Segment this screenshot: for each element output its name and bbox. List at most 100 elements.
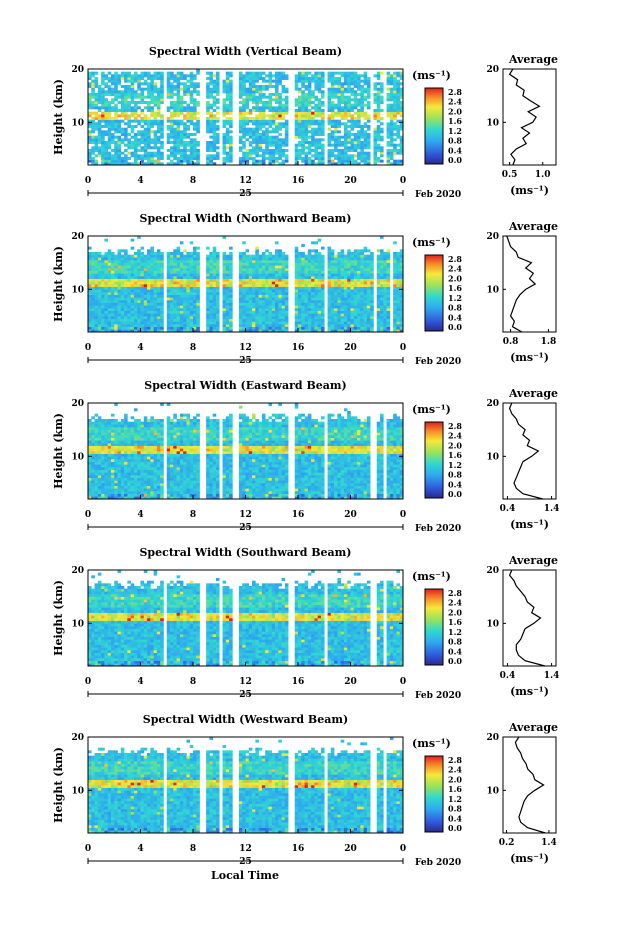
heatmap-cell [350, 252, 355, 255]
heatmap-cell [238, 300, 243, 303]
heatmap-cell [380, 276, 384, 279]
heatmap-cell [225, 297, 230, 301]
heatmap-cell [156, 127, 161, 131]
heatmap-cell [225, 141, 230, 144]
heatmap-cell [160, 252, 164, 255]
heatmap-cell [170, 106, 174, 110]
heatmap-cell [271, 138, 276, 142]
heatmap-cell [196, 324, 200, 327]
heatmap-cell [327, 106, 332, 110]
heatmap-cell [248, 305, 253, 309]
heatmap-cell [133, 154, 138, 158]
heatmap-cell [94, 77, 99, 80]
heatmap-cell [393, 318, 397, 322]
heatmap-cell [88, 321, 92, 325]
heatmap-cell [143, 270, 148, 274]
heatmap-cell [301, 268, 305, 271]
heatmap-cell [189, 268, 194, 271]
heatmap-cell [278, 109, 282, 112]
heatmap-cell [245, 292, 250, 295]
heatmap-cell [124, 305, 128, 309]
heatmap-cell [107, 90, 112, 94]
heatmap-cell [350, 297, 355, 301]
heatmap-cell [124, 326, 128, 330]
heatmap-cell [238, 262, 243, 266]
heatmap-cell [238, 87, 243, 91]
heatmap-cell [281, 310, 286, 314]
heatmap-cell [248, 313, 253, 317]
heatmap-cell [166, 324, 171, 327]
heatmap-cell [179, 268, 184, 271]
heatmap-cell [380, 297, 384, 301]
heatmap-cell [124, 324, 128, 327]
heatmap-cell [127, 321, 131, 325]
heatmap-cell [150, 305, 154, 309]
heatmap-cell [334, 273, 338, 277]
heatmap-cell [110, 262, 115, 266]
heatmap-cell [337, 318, 341, 322]
heatmap-cell [127, 297, 131, 301]
heatmap-cell [130, 294, 135, 298]
heatmap-cell [343, 159, 348, 163]
heatmap-cell [311, 133, 315, 136]
heatmap-cell [97, 276, 102, 279]
heatmap-cell [110, 109, 115, 112]
heatmap-cell [317, 289, 322, 293]
heatmap-cell [104, 316, 108, 319]
heatmap-cell [360, 260, 364, 263]
heatmap-cell [366, 278, 371, 282]
heatmap-cell [107, 254, 112, 258]
heatmap-cell [327, 90, 332, 94]
heatmap-cell [150, 130, 154, 134]
heatmap-cell [376, 281, 381, 285]
heatmap-cell [366, 82, 371, 86]
heatmap-cell [238, 85, 243, 88]
heatmap-cell [186, 310, 191, 314]
heatmap-cell [363, 289, 368, 293]
heatmap-cell [268, 286, 273, 290]
heatmap-cell [304, 138, 309, 142]
heatmap-cell [225, 310, 230, 314]
x-tick-label: 4 [137, 343, 143, 353]
heatmap-cell [363, 292, 368, 295]
heatmap-cell [94, 154, 99, 158]
heatmap-cell [133, 151, 138, 155]
heatmap-cell [376, 143, 381, 147]
heatmap-cell [189, 122, 194, 126]
heatmap-cell [153, 292, 158, 295]
heatmap-cell [245, 276, 250, 279]
heatmap-cell [337, 286, 341, 290]
heatmap-cell [298, 294, 302, 298]
heatmap-cell [278, 114, 282, 118]
heatmap-cell [347, 85, 351, 88]
heatmap-cell [107, 318, 112, 322]
heatmap-cell [389, 103, 394, 107]
heatmap-cell [334, 82, 338, 86]
heatmap-cell [248, 273, 253, 277]
heatmap-cell [278, 284, 282, 287]
heatmap-cell [212, 141, 217, 144]
heatmap-cell [281, 109, 286, 112]
heatmap-cell [140, 329, 145, 333]
heatmap-cell [156, 308, 161, 311]
heatmap-cell [193, 321, 197, 325]
heatmap-cell [170, 302, 174, 306]
heatmap-cell [340, 268, 345, 271]
heatmap-cell [189, 111, 194, 115]
heatmap-cell [340, 286, 345, 290]
heatmap-cell [170, 281, 174, 285]
heatmap-cell [238, 157, 243, 160]
heatmap-cell [376, 273, 381, 277]
heatmap-cell [258, 85, 263, 88]
avg-y-tick-label: 10 [486, 118, 499, 128]
heatmap-cell [94, 85, 99, 88]
heatmap-cell [124, 276, 128, 279]
heatmap-cell [238, 276, 243, 279]
heatmap-cell [242, 87, 246, 91]
heatmap-cell [396, 127, 401, 131]
heatmap-cell [376, 262, 381, 266]
heatmap-cell [396, 262, 401, 266]
heatmap-cell [396, 260, 401, 263]
heatmap-cell [245, 313, 250, 317]
heatmap-cell [179, 241, 184, 245]
